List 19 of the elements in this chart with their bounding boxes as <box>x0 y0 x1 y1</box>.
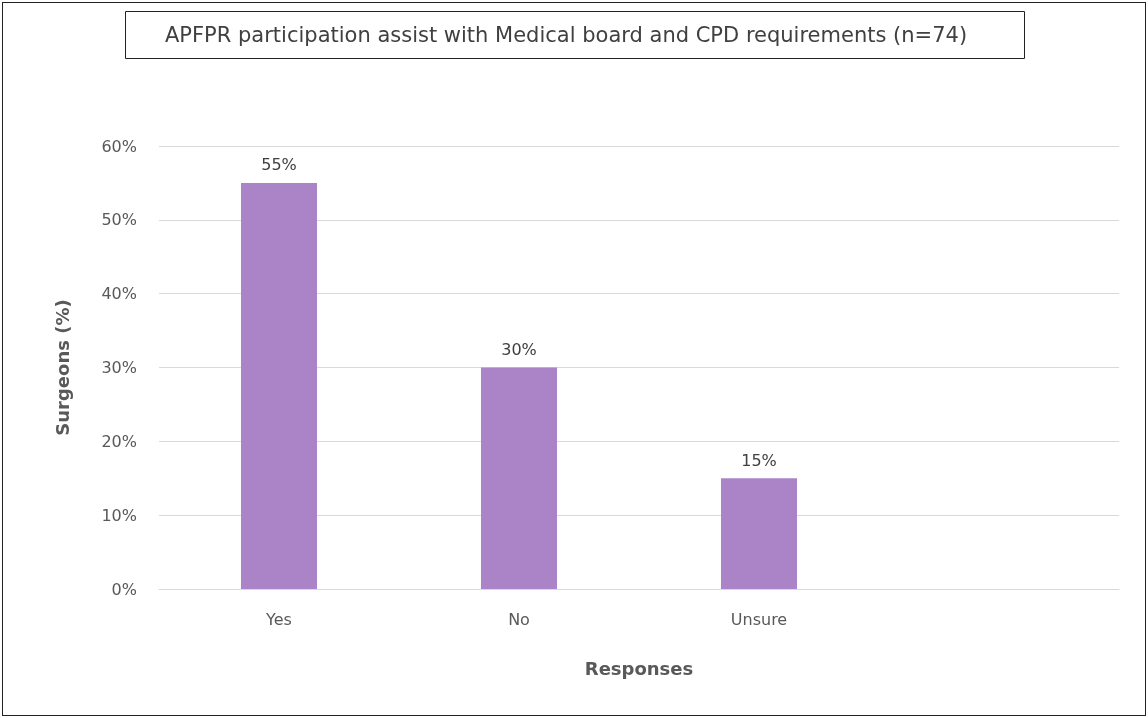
y-tick-label: 60% <box>101 136 137 156</box>
chart-title: APFPR participation assist with Medical board and CPD requirements (n=74) <box>165 23 968 47</box>
x-axis-title: Responses <box>584 657 694 679</box>
data-label: 55% <box>261 155 297 175</box>
x-tick-label: Unsure <box>730 609 788 629</box>
y-tick-label: 30% <box>101 358 137 377</box>
bar <box>721 478 797 589</box>
data-label: 30% <box>501 340 537 359</box>
x-tick-label: No <box>508 609 530 629</box>
y-axis-title: Surgeons (%) <box>51 299 73 436</box>
y-tick-label: 20% <box>101 431 137 451</box>
bar <box>481 367 557 589</box>
y-tick-label: 0% <box>111 579 137 599</box>
y-tick-label: 40% <box>101 284 137 304</box>
x-tick-label: Yes <box>265 609 292 629</box>
bar <box>241 182 317 589</box>
y-tick-label: 50% <box>101 210 137 230</box>
y-tick-label: 10% <box>101 505 137 525</box>
data-label: 15% <box>741 450 777 470</box>
